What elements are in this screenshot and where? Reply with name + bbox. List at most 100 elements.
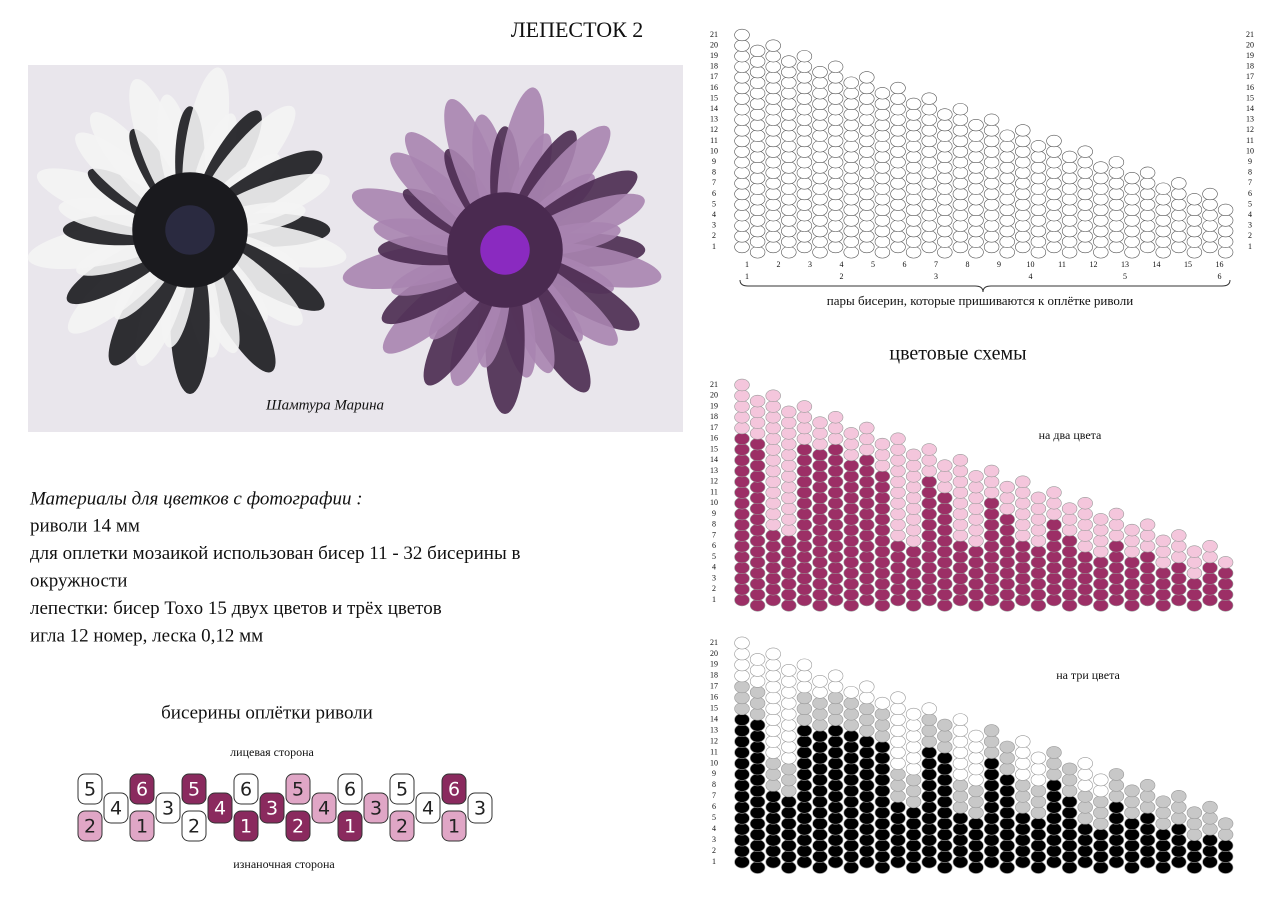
bead bbox=[1186, 203, 1203, 217]
bead bbox=[968, 534, 984, 548]
bead bbox=[937, 861, 953, 874]
bead bbox=[1077, 529, 1093, 542]
bead-number: 6 bbox=[448, 779, 460, 801]
bead bbox=[874, 171, 891, 185]
bead bbox=[890, 811, 906, 825]
bead bbox=[859, 124, 875, 137]
bead bbox=[890, 713, 906, 726]
bead bbox=[921, 724, 937, 737]
bead bbox=[890, 593, 906, 607]
bead bbox=[1108, 219, 1125, 232]
bead bbox=[921, 855, 937, 869]
bead bbox=[812, 784, 828, 798]
bead bbox=[1171, 822, 1187, 836]
bead bbox=[890, 529, 906, 542]
bead bbox=[796, 92, 813, 105]
bead bbox=[734, 134, 750, 148]
bead bbox=[937, 828, 953, 841]
bead bbox=[905, 513, 922, 526]
bead-number: 6 bbox=[240, 779, 252, 801]
bead bbox=[999, 224, 1015, 238]
row-label: 19 bbox=[710, 660, 718, 669]
bead bbox=[874, 470, 891, 483]
bead bbox=[843, 861, 859, 874]
bead bbox=[1217, 224, 1234, 238]
bead bbox=[905, 806, 922, 820]
bead bbox=[1046, 507, 1062, 521]
bead bbox=[812, 76, 828, 89]
bead bbox=[749, 839, 766, 852]
bead bbox=[749, 707, 766, 721]
bead bbox=[937, 214, 953, 227]
row-label: 9 bbox=[1248, 157, 1252, 166]
bead bbox=[827, 486, 844, 499]
bead bbox=[781, 740, 797, 754]
bead bbox=[1124, 182, 1140, 195]
bead bbox=[890, 443, 906, 456]
bead bbox=[999, 140, 1015, 153]
bead bbox=[1077, 156, 1093, 169]
bead bbox=[1093, 224, 1109, 238]
column-label: 3 bbox=[808, 260, 812, 269]
bead bbox=[781, 795, 797, 809]
bead bbox=[859, 219, 875, 232]
bead bbox=[749, 653, 766, 666]
bead bbox=[812, 470, 828, 483]
bead bbox=[734, 583, 750, 596]
bead bbox=[843, 588, 859, 601]
row-label: 2 bbox=[1248, 231, 1252, 240]
bead bbox=[952, 583, 969, 596]
bead bbox=[1217, 861, 1234, 874]
bead bbox=[1139, 219, 1156, 232]
bead bbox=[1077, 518, 1093, 531]
bead bbox=[1155, 806, 1171, 820]
bead bbox=[874, 140, 891, 153]
bead bbox=[1202, 561, 1218, 574]
bead bbox=[874, 491, 891, 505]
bead bbox=[937, 480, 953, 494]
bead bbox=[999, 577, 1015, 591]
bead bbox=[812, 839, 828, 852]
bead bbox=[467, 792, 493, 824]
bead bbox=[874, 224, 891, 238]
bead bbox=[734, 39, 750, 52]
bead bbox=[1077, 230, 1093, 243]
bead bbox=[921, 735, 937, 748]
bead bbox=[781, 416, 797, 429]
bead bbox=[1077, 833, 1093, 847]
bead bbox=[843, 246, 859, 259]
bead bbox=[843, 566, 859, 580]
bead bbox=[890, 822, 906, 836]
bead bbox=[952, 713, 969, 726]
bead bbox=[952, 540, 969, 553]
bead bbox=[890, 550, 906, 564]
bead bbox=[1124, 806, 1140, 820]
bead bbox=[734, 240, 750, 254]
bead bbox=[1061, 235, 1078, 248]
bead bbox=[874, 150, 891, 164]
bead bbox=[781, 235, 797, 248]
bead bbox=[1015, 561, 1031, 574]
bead bbox=[781, 480, 797, 494]
bead bbox=[1093, 545, 1109, 558]
bead bbox=[1030, 773, 1047, 787]
bead bbox=[1202, 540, 1218, 553]
column-label: 14 bbox=[1153, 260, 1161, 269]
bead bbox=[812, 523, 828, 537]
bead bbox=[1046, 811, 1062, 825]
bead bbox=[812, 599, 828, 612]
bead bbox=[968, 470, 984, 483]
bead bbox=[1077, 768, 1093, 781]
pair-label: 6 bbox=[1218, 272, 1222, 281]
bead bbox=[999, 588, 1015, 601]
bead bbox=[968, 566, 984, 580]
bead bbox=[765, 647, 781, 661]
column-label: 6 bbox=[903, 260, 907, 269]
bead bbox=[1030, 246, 1047, 259]
bead bbox=[781, 784, 797, 798]
row-label: 14 bbox=[710, 104, 718, 113]
bead bbox=[1030, 491, 1047, 505]
bead bbox=[983, 593, 1000, 607]
bead bbox=[812, 762, 828, 776]
bead bbox=[1186, 556, 1203, 569]
